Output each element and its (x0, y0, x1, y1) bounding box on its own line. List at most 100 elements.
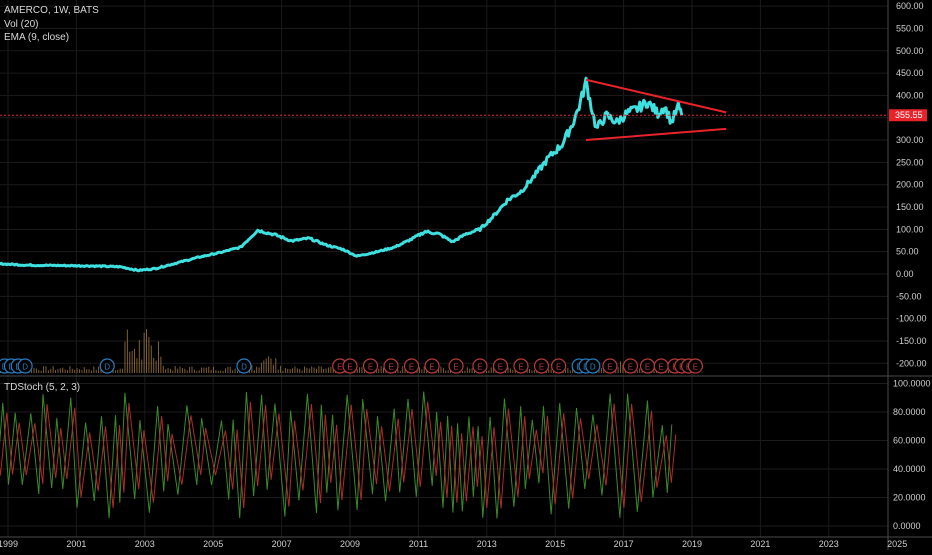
price-tick-label: 550.00 (896, 23, 924, 33)
price-tick-label: 600.00 (896, 1, 924, 11)
stoch-d-line (0, 401, 677, 509)
price-tick-label: 500.00 (896, 46, 924, 56)
price-tick-label: 0.00 (896, 269, 914, 279)
earnings-marker[interactable]: E (653, 358, 669, 374)
earnings-marker[interactable]: E (533, 358, 550, 374)
dividend-marker[interactable]: D (236, 358, 252, 374)
stoch-tick-label: 80.0000 (893, 407, 926, 417)
earnings-marker[interactable]: E (362, 358, 379, 374)
marker-circle (513, 358, 529, 374)
earnings-marker[interactable]: E (513, 358, 529, 374)
price-tick-label: 400.00 (896, 90, 924, 100)
marker-circle (424, 358, 440, 374)
marker-circle (236, 358, 252, 374)
marker-circle (342, 358, 358, 374)
marker-label: D (22, 363, 28, 372)
grid (0, 0, 888, 537)
time-tick-label: 2021 (750, 539, 770, 549)
marker-label: E (693, 363, 698, 372)
marker-label: E (645, 363, 650, 372)
time-tick-label: 2017 (614, 539, 634, 549)
marker-label: E (628, 363, 633, 372)
marker-circle (472, 358, 488, 374)
marker-label: E (659, 363, 664, 372)
marker-circle (533, 358, 550, 374)
marker-label: E (498, 363, 503, 372)
price-tick-label: -150.00 (896, 336, 927, 346)
earnings-marker[interactable]: E (472, 358, 488, 374)
symbol-legend[interactable]: AMERCO, 1W, BATS (4, 5, 99, 16)
time-tick-label: 2005 (203, 539, 223, 549)
time-tick-label: 2023 (819, 539, 839, 549)
earnings-marker[interactable]: E (622, 358, 639, 374)
stoch-tick-label: 100.0000 (893, 379, 931, 389)
dividend-marker[interactable]: D (99, 358, 115, 374)
marker-circle (362, 358, 379, 374)
price-tick-label: -200.00 (896, 358, 927, 368)
stoch-tick-label: 60.0000 (893, 436, 926, 446)
price-tick-label: 300.00 (896, 135, 924, 145)
marker-circle (17, 358, 33, 374)
earnings-marker[interactable]: E (492, 358, 509, 374)
earnings-marker[interactable]: E (639, 358, 656, 374)
price-tick-label: -100.00 (896, 314, 927, 324)
time-tick-label: 1999 (0, 539, 18, 549)
earnings-marker[interactable]: E (551, 358, 567, 374)
trendlines[interactable] (0, 78, 888, 142)
marker-label: D (590, 363, 596, 372)
lower-trendline (585, 127, 727, 142)
price-tick-label: 250.00 (896, 157, 924, 167)
marker-circle (602, 358, 618, 374)
event-markers[interactable]: DDDDDDDDDEEEEEEEEEEEEEEEEEEEE (0, 358, 704, 374)
earnings-marker[interactable]: E (424, 358, 440, 374)
time-tick-label: 2001 (66, 539, 86, 549)
marker-circle (585, 358, 601, 374)
price-tick-label: 50.00 (896, 247, 919, 257)
earnings-marker[interactable]: E (687, 358, 704, 374)
time-tick-label: 2003 (135, 539, 155, 549)
marker-label: E (539, 363, 544, 372)
marker-label: E (607, 363, 612, 372)
marker-label: D (104, 363, 110, 372)
ema-legend[interactable]: EMA (9, close) (4, 32, 70, 43)
upper-trendline (585, 78, 727, 114)
time-tick-label: 2019 (682, 539, 702, 549)
stoch-tick-label: 40.0000 (893, 464, 926, 474)
marker-circle (99, 358, 115, 374)
marker-label: E (518, 363, 523, 372)
dividend-marker[interactable]: D (17, 358, 33, 374)
marker-label: E (453, 363, 458, 372)
marker-label: D (241, 363, 247, 372)
earnings-marker[interactable]: E (383, 358, 399, 374)
time-tick-label: 2025 (887, 539, 907, 549)
marker-circle (383, 358, 399, 374)
marker-circle (448, 358, 464, 374)
price-series (0, 76, 684, 273)
marker-label: E (337, 363, 342, 372)
price-tick-label: 200.00 (896, 180, 924, 190)
marker-label: E (556, 363, 561, 372)
marker-label: E (368, 363, 373, 372)
earnings-marker[interactable]: E (602, 358, 618, 374)
earnings-marker[interactable]: E (448, 358, 464, 374)
price-tick-label: 150.00 (896, 202, 924, 212)
volume-legend[interactable]: Vol (20) (4, 19, 39, 30)
marker-label: E (429, 363, 434, 372)
marker-circle (492, 358, 509, 374)
dividend-marker[interactable]: D (585, 358, 601, 374)
price-tick-label: -50.00 (896, 291, 922, 301)
price-tick-label: 100.00 (896, 224, 924, 234)
marker-label: E (388, 363, 393, 372)
marker-circle (403, 358, 420, 374)
earnings-marker[interactable]: E (403, 358, 420, 374)
earnings-marker[interactable]: E (342, 358, 358, 374)
time-tick-label: 2013 (477, 539, 497, 549)
tdstoch-legend[interactable]: TDStoch (5, 2, 3) (4, 382, 81, 393)
time-tick-label: 2011 (409, 539, 428, 549)
tdstoch-series (0, 391, 677, 519)
stoch-tick-label: 0.0000 (893, 521, 921, 531)
last-price-badge (889, 109, 927, 122)
